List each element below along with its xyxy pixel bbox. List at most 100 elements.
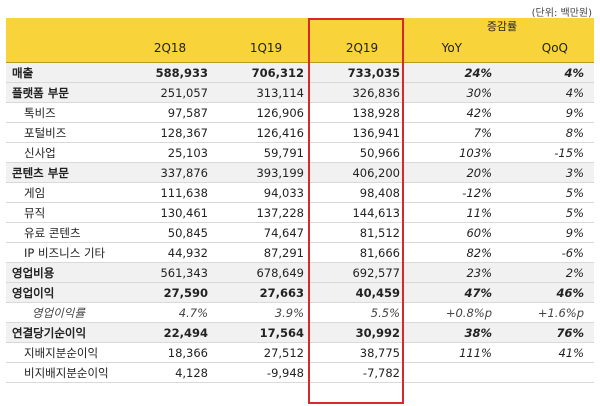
- cell-yoy: 103%: [410, 142, 502, 163]
- col-header-yoy: YoY: [410, 34, 502, 63]
- cell-1q19: 59,791: [218, 142, 314, 163]
- cell-1q19: 678,649: [218, 262, 314, 283]
- cell-yoy: +0.8%p: [410, 302, 502, 323]
- cell-qoq: 2%: [502, 262, 594, 283]
- cell-1q19: 94,033: [218, 182, 314, 203]
- cell-2q18: 4.7%: [122, 302, 218, 323]
- col-header-1q19: 1Q19: [218, 34, 314, 63]
- cell-qoq: 76%: [502, 322, 594, 343]
- change-group-header: 증감률: [410, 18, 594, 34]
- cell-2q19: 733,035: [314, 62, 410, 83]
- row-label: 플랫폼 부문: [6, 82, 122, 103]
- table-row-operating-expense: 영업비용 561,343 678,649 692,577 23% 2%: [6, 262, 594, 283]
- row-label: 영업이익률: [6, 302, 122, 323]
- cell-2q18: 111,638: [122, 182, 218, 203]
- col-header-2q18: 2Q18: [122, 34, 218, 63]
- cell-1q19: 137,228: [218, 202, 314, 223]
- row-label: 포털비즈: [6, 122, 122, 143]
- cell-yoy: 24%: [410, 62, 502, 83]
- cell-qoq: 41%: [502, 342, 594, 363]
- cell-1q19: 313,114: [218, 82, 314, 103]
- cell-yoy: 23%: [410, 262, 502, 283]
- table-row-contents: 콘텐츠 부문 337,876 393,199 406,200 20% 3%: [6, 162, 594, 183]
- cell-1q19: -9,948: [218, 362, 314, 383]
- table-row-music: 뮤직 130,461 137,228 144,613 11% 5%: [6, 202, 594, 223]
- cell-yoy: 47%: [410, 282, 502, 303]
- table-row-operating-margin: 영업이익률 4.7% 3.9% 5.5% +0.8%p +1.6%p: [6, 302, 594, 323]
- cell-qoq: 4%: [502, 82, 594, 103]
- unit-note: (단위: 백만원): [531, 8, 592, 19]
- cell-yoy: 42%: [410, 102, 502, 123]
- cell-yoy: 7%: [410, 122, 502, 143]
- table-row-ip-business: IP 비즈니스 기타 44,932 87,291 81,666 82% -6%: [6, 242, 594, 263]
- cell-2q19: 136,941: [314, 122, 410, 143]
- cell-yoy: 82%: [410, 242, 502, 263]
- cell-qoq: +1.6%p: [502, 302, 594, 323]
- cell-2q19: 138,928: [314, 102, 410, 123]
- cell-2q18: 337,876: [122, 162, 218, 183]
- col-header-2q19: 2Q19: [314, 34, 410, 63]
- table-row-new-business: 신사업 25,103 59,791 50,966 103% -15%: [6, 142, 594, 163]
- row-label: 영업비용: [6, 262, 122, 283]
- col-header-qoq: QoQ: [502, 34, 594, 63]
- cell-2q18: 251,057: [122, 82, 218, 103]
- table-row-net-income: 연결당기순이익 22,494 17,564 30,992 38% 76%: [6, 322, 594, 343]
- row-label: 지배지분순이익: [6, 342, 122, 363]
- cell-1q19: 126,906: [218, 102, 314, 123]
- cell-2q18: 27,590: [122, 282, 218, 303]
- cell-qoq: 9%: [502, 102, 594, 123]
- cell-2q19: 5.5%: [314, 302, 410, 323]
- table-row-portalbiz: 포털비즈 128,367 126,416 136,941 7% 8%: [6, 122, 594, 143]
- row-label: 비지배지분순이익: [6, 362, 122, 383]
- cell-yoy: 111%: [410, 342, 502, 363]
- row-label: 신사업: [6, 142, 122, 163]
- cell-1q19: 74,647: [218, 222, 314, 243]
- cell-2q18: 22,494: [122, 322, 218, 343]
- cell-2q18: 588,933: [122, 62, 218, 83]
- table-row-operating-profit: 영업이익 27,590 27,663 40,459 47% 46%: [6, 282, 594, 303]
- cell-1q19: 393,199: [218, 162, 314, 183]
- cell-qoq: 9%: [502, 222, 594, 243]
- cell-yoy: 38%: [410, 322, 502, 343]
- cell-2q18: 130,461: [122, 202, 218, 223]
- cell-2q18: 128,367: [122, 122, 218, 143]
- cell-2q19: 81,666: [314, 242, 410, 263]
- cell-2q19: 50,966: [314, 142, 410, 163]
- cell-yoy: [410, 362, 502, 383]
- cell-qoq: -15%: [502, 142, 594, 163]
- table-row-talkbiz: 톡비즈 97,587 126,906 138,928 42% 9%: [6, 102, 594, 123]
- cell-yoy: 11%: [410, 202, 502, 223]
- cell-2q18: 18,366: [122, 342, 218, 363]
- table-row-platform: 플랫폼 부문 251,057 313,114 326,836 30% 4%: [6, 82, 594, 103]
- cell-qoq: 46%: [502, 282, 594, 303]
- cell-2q19: 144,613: [314, 202, 410, 223]
- cell-qoq: 5%: [502, 202, 594, 223]
- row-label: 게임: [6, 182, 122, 203]
- cell-1q19: 27,663: [218, 282, 314, 303]
- cell-2q18: 44,932: [122, 242, 218, 263]
- header-blank: [6, 18, 122, 34]
- row-label: 콘텐츠 부문: [6, 162, 122, 183]
- cell-qoq: -6%: [502, 242, 594, 263]
- cell-qoq: [502, 362, 594, 383]
- cell-yoy: 60%: [410, 222, 502, 243]
- cell-2q19: 30,992: [314, 322, 410, 343]
- cell-2q19: 326,836: [314, 82, 410, 103]
- cell-1q19: 126,416: [218, 122, 314, 143]
- row-label: 영업이익: [6, 282, 122, 303]
- cell-qoq: 4%: [502, 62, 594, 83]
- cell-yoy: 30%: [410, 82, 502, 103]
- cell-2q18: 25,103: [122, 142, 218, 163]
- cell-1q19: 706,312: [218, 62, 314, 83]
- cell-2q19: 406,200: [314, 162, 410, 183]
- row-label: IP 비즈니스 기타: [6, 242, 122, 263]
- cell-2q19: -7,782: [314, 362, 410, 383]
- cell-1q19: 3.9%: [218, 302, 314, 323]
- cell-1q19: 87,291: [218, 242, 314, 263]
- cell-qoq: 5%: [502, 182, 594, 203]
- cell-2q18: 50,845: [122, 222, 218, 243]
- row-label: 유료 콘텐츠: [6, 222, 122, 243]
- cell-2q19: 81,512: [314, 222, 410, 243]
- cell-1q19: 27,512: [218, 342, 314, 363]
- cell-qoq: 8%: [502, 122, 594, 143]
